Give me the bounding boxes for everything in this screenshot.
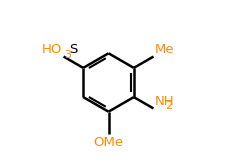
Text: Me: Me xyxy=(154,43,174,56)
Text: S: S xyxy=(69,43,78,56)
Text: 3: 3 xyxy=(64,50,71,60)
Text: OMe: OMe xyxy=(94,136,124,149)
Text: 2: 2 xyxy=(165,101,173,111)
Text: HO: HO xyxy=(42,43,62,56)
Text: NH: NH xyxy=(154,95,174,108)
